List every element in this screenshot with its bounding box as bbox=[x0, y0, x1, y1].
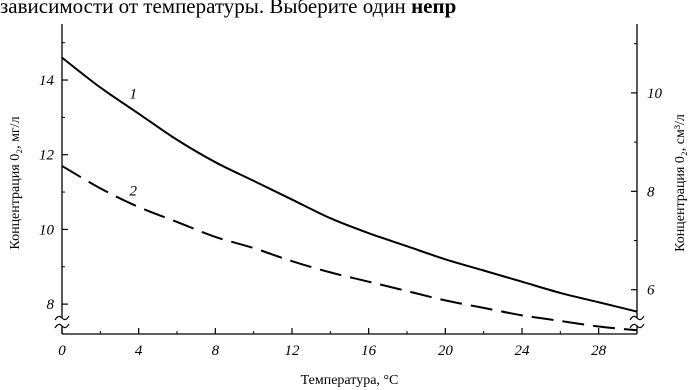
x-tick-label: 4 bbox=[135, 343, 143, 359]
x-tick-label: 0 bbox=[58, 343, 66, 359]
right-y-tick-label: 6 bbox=[647, 283, 655, 299]
x-tick-label: 20 bbox=[438, 343, 454, 359]
x-tick-label: 28 bbox=[591, 343, 607, 359]
x-axis-title: Температура, °С bbox=[301, 373, 399, 388]
x-axis-ticks: 0 4 8 12 16 20 24 28 bbox=[58, 328, 607, 359]
right-axis-break-wave-1 bbox=[629, 315, 645, 321]
series-2-label: 2 bbox=[130, 184, 138, 200]
series-1-label: 1 bbox=[130, 87, 138, 103]
right-y-axis-title: Концентрация 0₂, см³/л bbox=[673, 114, 688, 252]
series-1-curve bbox=[61, 56, 638, 313]
x-tick-label: 8 bbox=[212, 343, 220, 359]
left-axis-break-wave-2 bbox=[54, 323, 70, 329]
x-tick-label: 24 bbox=[515, 343, 531, 359]
chart-curves bbox=[61, 56, 638, 332]
series-2-curve bbox=[61, 165, 638, 332]
left-y-tick-label: 12 bbox=[39, 148, 55, 164]
right-y-tick-label: 10 bbox=[647, 86, 663, 102]
left-y-tick-label: 10 bbox=[39, 222, 55, 238]
chart-axes bbox=[61, 24, 638, 335]
left-y-tick-label: 14 bbox=[39, 73, 55, 89]
right-axis-break-wave-2 bbox=[629, 323, 645, 329]
question-text-bold: непр bbox=[411, 0, 457, 18]
curve-labels: 12 bbox=[130, 87, 138, 200]
x-tick-label: 12 bbox=[285, 343, 301, 359]
x-tick-label: 16 bbox=[361, 343, 377, 359]
left-y-tick-label: 8 bbox=[47, 297, 55, 313]
right-y-axis-ticks: 6 8 10 bbox=[631, 43, 663, 299]
left-axis-break-wave-1 bbox=[54, 315, 70, 321]
left-y-axis-ticks: 8 10 12 14 bbox=[39, 42, 68, 313]
right-y-tick-label: 8 bbox=[647, 184, 655, 200]
question-text-fragment: зависимости от температуры. Выберите оди… bbox=[0, 0, 690, 21]
question-text: зависимости от температуры. Выберите оди… bbox=[0, 0, 412, 18]
axis-break-marks bbox=[54, 315, 645, 329]
left-y-axis-title: Концентрация 0₂, мг/л bbox=[8, 116, 23, 249]
